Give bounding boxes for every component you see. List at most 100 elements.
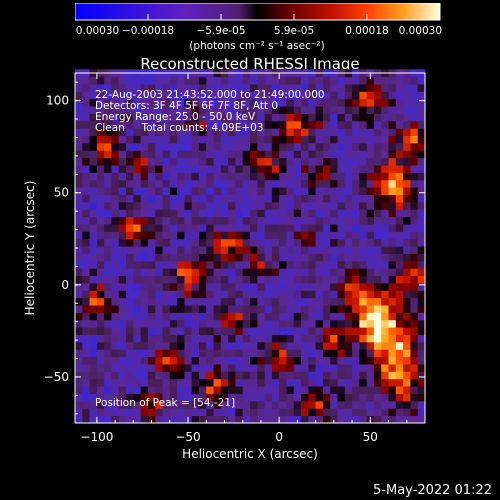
heatmap-cell: [359, 143, 368, 151]
y-tick-label: 100: [46, 94, 69, 108]
heatmap-cell: [250, 91, 258, 100]
heatmap-cell: [118, 349, 127, 358]
heatmap-cell: [395, 260, 404, 269]
heatmap-cell: [75, 143, 83, 151]
heatmap-cell: [330, 113, 338, 122]
heatmap-cell: [213, 76, 222, 85]
heatmap-cell: [250, 224, 258, 232]
heatmap-cell: [395, 364, 404, 372]
heatmap-cell: [191, 246, 200, 254]
heatmap-cell: [344, 224, 353, 232]
heatmap-cell: [366, 290, 375, 299]
heatmap-cell: [301, 216, 309, 225]
heatmap-cell: [140, 179, 149, 188]
heatmap-cell: [410, 268, 419, 277]
heatmap-cell: [301, 201, 309, 210]
heatmap-cell: [96, 260, 105, 269]
heatmap-cell: [271, 209, 280, 218]
heatmap-cell: [235, 415, 244, 424]
heatmap-cell: [293, 334, 302, 343]
heatmap-cell: [271, 113, 280, 122]
heatmap-cell: [118, 91, 127, 100]
heatmap-cell: [410, 216, 419, 225]
heatmap-cell: [228, 253, 236, 262]
heatmap-cell: [388, 275, 397, 284]
heatmap-cell: [111, 194, 120, 203]
heatmap-cell: [118, 165, 127, 173]
heatmap-cell: [344, 128, 353, 137]
heatmap-cell: [104, 157, 112, 166]
heatmap-cell: [228, 349, 236, 358]
heatmap-cell: [184, 201, 193, 210]
heatmap-cell: [177, 371, 185, 380]
heatmap-cell: [118, 319, 127, 328]
heatmap-cell: [133, 172, 142, 181]
heatmap-cell: [191, 400, 200, 409]
heatmap-cell: [381, 334, 389, 343]
heatmap-cell: [89, 231, 98, 240]
heatmap-cell: [111, 172, 120, 181]
heatmap-cell: [271, 371, 280, 380]
heatmap-cell: [235, 371, 244, 380]
heatmap-cell: [293, 84, 302, 92]
heatmap-cell: [89, 179, 98, 188]
heatmap-cell: [286, 120, 295, 129]
heatmap-cell: [213, 209, 222, 218]
heatmap-cell: [308, 378, 317, 387]
heatmap-cell: [133, 113, 142, 122]
heatmap-cell: [242, 283, 251, 291]
heatmap-cell: [308, 106, 317, 114]
heatmap-cell: [147, 415, 156, 424]
heatmap-cell: [344, 268, 353, 277]
heatmap-cell: [75, 341, 83, 350]
heatmap-cell: [111, 356, 120, 365]
heatmap-cell: [75, 378, 83, 387]
heatmap-cell: [417, 386, 426, 394]
heatmap-cell: [293, 319, 302, 328]
heatmap-cell: [388, 238, 397, 247]
heatmap-cell: [111, 106, 120, 114]
heatmap-cell: [104, 371, 112, 380]
heatmap-cell: [198, 290, 207, 299]
heatmap-cell: [147, 393, 156, 402]
heatmap-cell: [322, 290, 331, 299]
heatmap-cell: [177, 120, 185, 129]
heatmap-cell: [373, 231, 382, 240]
heatmap-cell: [191, 268, 200, 277]
heatmap-cell: [301, 283, 309, 291]
heatmap-cell: [235, 216, 244, 225]
heatmap-cell: [140, 327, 149, 335]
heatmap-cell: [118, 231, 127, 240]
heatmap-cell: [301, 172, 309, 181]
heatmap-cell: [344, 364, 353, 372]
heatmap-cell: [104, 319, 112, 328]
heatmap-cell: [89, 209, 98, 218]
heatmap-cell: [271, 356, 280, 365]
heatmap-cell: [279, 378, 287, 387]
heatmap-cell: [301, 143, 309, 151]
heatmap-cell: [228, 209, 236, 218]
heatmap-cell: [220, 260, 229, 269]
heatmap-cell: [257, 312, 265, 321]
heatmap-cell: [373, 364, 382, 372]
heatmap-cell: [235, 327, 244, 335]
heatmap-cell: [344, 172, 353, 181]
heatmap-cell: [169, 246, 178, 254]
heatmap-cell: [417, 408, 426, 417]
heatmap-cell: [330, 91, 338, 100]
heatmap-cell: [250, 120, 258, 129]
heatmap-cell: [242, 297, 251, 306]
heatmap-cell: [213, 135, 222, 144]
heatmap-cell: [104, 224, 112, 232]
heatmap-cell: [366, 400, 375, 409]
heatmap-cell: [147, 128, 156, 137]
heatmap-cell: [213, 120, 222, 129]
heatmap-cell: [315, 238, 324, 247]
heatmap-cell: [147, 349, 156, 358]
heatmap-cell: [388, 371, 397, 380]
heatmap-cell: [111, 408, 120, 417]
heatmap-cell: [322, 216, 331, 225]
heatmap-cell: [191, 371, 200, 380]
heatmap-cell: [315, 201, 324, 210]
heatmap-cell: [293, 150, 302, 159]
